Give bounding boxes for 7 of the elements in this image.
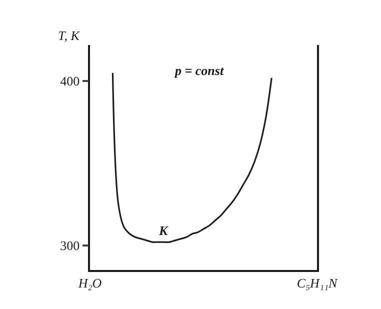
annotation: p = const (174, 63, 224, 78)
y-tick-label: 400 (60, 74, 80, 89)
x-tick-label: C₅H₁₁N (296, 275, 338, 290)
y-axis-title: T, K (58, 28, 81, 43)
annotation: K (158, 223, 169, 238)
x-tick-label: H₂O (77, 275, 102, 290)
y-tick-label: 300 (60, 238, 80, 253)
